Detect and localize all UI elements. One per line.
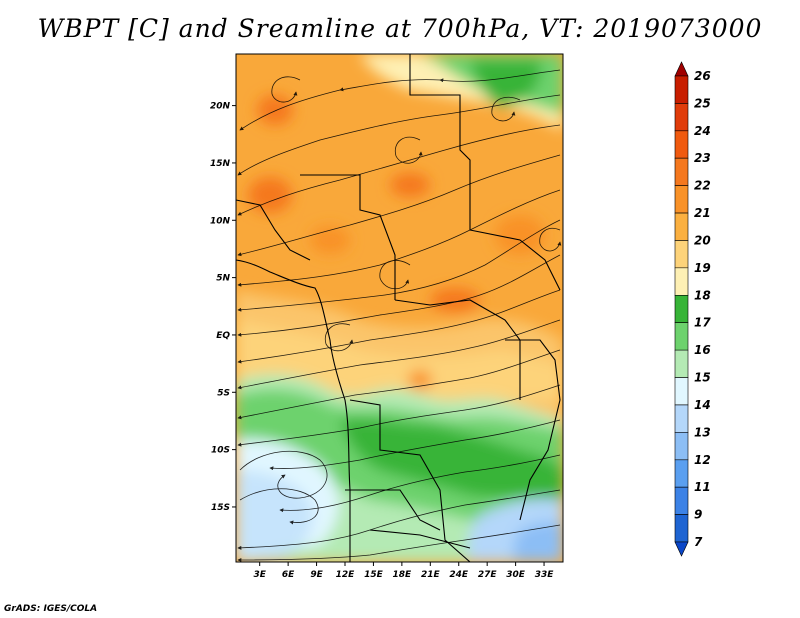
colorbar-swatch [674, 294, 689, 324]
colorbar-label: 23 [694, 151, 711, 165]
lon-tick-label: 27E [478, 570, 498, 580]
country-borders [236, 54, 561, 562]
colorbar-label: 16 [694, 343, 711, 357]
colorbar-swatch [674, 377, 689, 406]
colorbar-swatch [674, 432, 689, 461]
colorbar-swatch [674, 61, 689, 77]
lon-tick-label: 3E [253, 570, 266, 580]
colorbar-swatch [674, 103, 689, 132]
lon-tick-label: 12E [336, 570, 356, 580]
lon-tick-label: 24E [449, 570, 469, 580]
colorbar-label: 11 [694, 480, 711, 494]
lat-tick-label: 5S [217, 388, 230, 398]
colorbar-label: 24 [694, 124, 711, 138]
colorbar-swatch [674, 157, 689, 186]
colorbar-label: 14 [694, 398, 711, 412]
colorbar-label: 18 [694, 288, 711, 302]
colorbar-swatch [674, 130, 689, 159]
colorbar-label: 25 [694, 96, 711, 110]
colorbar-swatch [674, 459, 689, 488]
wbpt-field [236, 54, 563, 562]
colorbar: 26 25 24 23 22 21 20 19 18 17 16 15 14 13 12 11 9 7 [674, 61, 711, 557]
lon-tick-label: 30E [506, 570, 526, 580]
colorbar-swatch [674, 349, 689, 378]
colorbar-swatch [674, 240, 689, 269]
lon-tick-label: 15E [364, 570, 384, 580]
latitude-axis: 20N 15N 10N 5N EQ 5S 10S 15S [210, 102, 236, 513]
footer-credit: GrADS: IGES/COLA [4, 604, 98, 614]
colorbar-swatch [674, 185, 689, 214]
colorbar-label: 7 [694, 535, 703, 549]
colorbar-label: 26 [694, 69, 711, 83]
chart-title: WBPT [C] and Sreamline at 700hPa, VT: 20… [37, 14, 763, 43]
lon-tick-label: 33E [535, 570, 555, 580]
lon-tick-label: 18E [393, 570, 413, 580]
colorbar-swatch [674, 322, 689, 351]
lon-tick-label: 21E [421, 570, 441, 580]
colorbar-swatch [674, 267, 689, 296]
colorbar-swatch [674, 75, 689, 104]
colorbar-label: 19 [694, 261, 711, 275]
lat-tick-label: 15N [210, 159, 231, 169]
lon-tick-label: 6E [282, 570, 295, 580]
colorbar-label: 15 [694, 371, 711, 385]
colorbar-label: 20 [694, 233, 711, 247]
colorbar-swatch [674, 212, 689, 241]
lat-tick-label: 20N [210, 102, 231, 112]
colorbar-swatch [674, 486, 689, 515]
colorbar-label: 22 [694, 179, 711, 193]
lat-tick-label: 10S [211, 446, 230, 456]
colorbar-label: 21 [694, 206, 711, 220]
colorbar-swatch [674, 404, 689, 433]
lat-tick-label: 10N [210, 216, 231, 226]
lat-tick-label: 15S [211, 503, 230, 513]
colorbar-swatch [674, 514, 689, 543]
colorbar-label: 13 [694, 425, 711, 439]
colorbar-swatch [674, 541, 689, 557]
streamlines [237, 69, 562, 562]
colorbar-label: 9 [694, 508, 702, 522]
colorbar-label: 17 [694, 316, 711, 330]
longitude-axis: 3E 6E 9E 12E 15E 18E 21E 24E 27E 30E 33E [253, 562, 554, 580]
lon-tick-label: 9E [310, 570, 323, 580]
lat-tick-label: EQ [216, 331, 230, 341]
colorbar-label: 12 [694, 453, 711, 467]
map-frame [235, 53, 564, 563]
lat-tick-label: 5N [216, 274, 230, 284]
